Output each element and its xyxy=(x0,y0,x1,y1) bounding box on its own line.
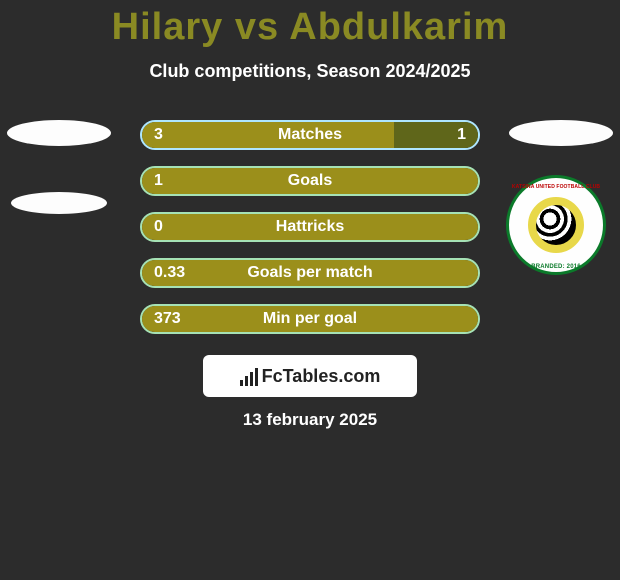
player2-name: Abdulkarim xyxy=(289,6,508,48)
right-badge-top-ellipse xyxy=(509,120,613,146)
club-logo-bottom-text: BRANDED: 2016 xyxy=(531,264,581,270)
stat-right-value: 1 xyxy=(457,126,466,144)
player1-name: Hilary xyxy=(112,6,224,48)
date-text: 13 february 2025 xyxy=(243,410,377,430)
stat-bar: 3 1 Matches xyxy=(140,120,480,150)
left-player-badge xyxy=(4,120,114,214)
comparison-bars: 3 1 Matches 1 Goals 0 Hattricks 0.33 Goals per m… xyxy=(140,120,480,350)
stat-label: Goals per match xyxy=(247,264,372,282)
branding-bars-icon xyxy=(240,366,258,386)
stat-left-value: 0 xyxy=(154,218,163,236)
branding-text: FcTables.com xyxy=(262,366,381,387)
stat-bar-left-fill xyxy=(142,122,394,148)
stat-left-value: 1 xyxy=(154,172,163,190)
subtitle: Club competitions, Season 2024/2025 xyxy=(0,61,620,82)
left-badge-top-ellipse xyxy=(7,120,111,146)
stat-label: Min per goal xyxy=(263,310,357,328)
vs-text: vs xyxy=(235,6,279,48)
stat-label: Hattricks xyxy=(276,218,344,236)
stat-left-value: 3 xyxy=(154,126,163,144)
stat-left-value: 373 xyxy=(154,310,181,328)
page-title: Hilary vs Abdulkarim xyxy=(0,0,620,49)
stat-bar: 373 Min per goal xyxy=(140,304,480,334)
club-logo-top-text: KATSINA UNITED FOOTBALL CLUB xyxy=(512,184,600,190)
stat-left-value: 0.33 xyxy=(154,264,185,282)
branding-badge: FcTables.com xyxy=(203,355,417,397)
left-badge-bottom-ellipse xyxy=(11,192,107,214)
stat-bar: 0.33 Goals per match xyxy=(140,258,480,288)
club-logo-ball-icon xyxy=(528,197,584,253)
right-player-badge: KATSINA UNITED FOOTBALL CLUB BRANDED: 20… xyxy=(506,120,616,146)
infographic-container: Hilary vs Abdulkarim Club competitions, … xyxy=(0,0,620,580)
stat-bar: 1 Goals xyxy=(140,166,480,196)
stat-bar: 0 Hattricks xyxy=(140,212,480,242)
club-logo: KATSINA UNITED FOOTBALL CLUB BRANDED: 20… xyxy=(506,175,606,275)
stat-label: Matches xyxy=(278,126,342,144)
stat-label: Goals xyxy=(288,172,332,190)
